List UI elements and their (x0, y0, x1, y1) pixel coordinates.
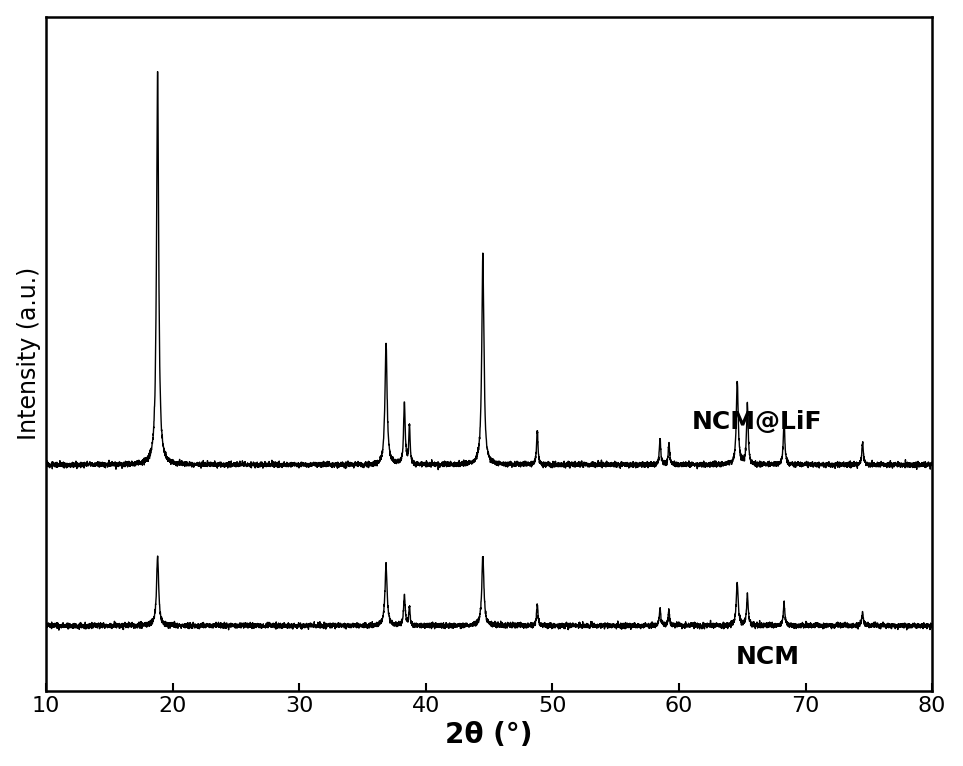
Text: NCM: NCM (736, 645, 800, 669)
Text: NCM@LiF: NCM@LiF (691, 411, 822, 434)
Y-axis label: Intensity (a.u.): Intensity (a.u.) (16, 267, 40, 440)
X-axis label: 2θ (°): 2θ (°) (446, 722, 533, 749)
